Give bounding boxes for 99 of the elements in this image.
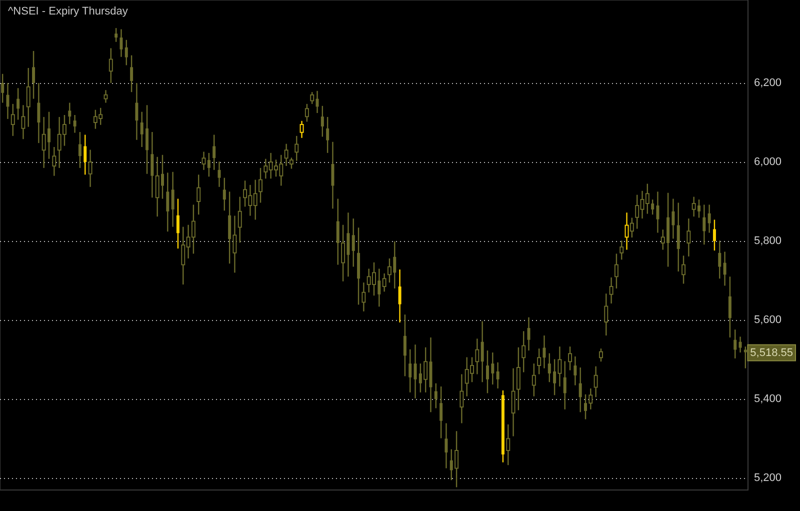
text: 5,518.55 xyxy=(750,346,794,359)
candlestick xyxy=(212,134,216,171)
candlestick xyxy=(728,276,732,338)
candlestick xyxy=(130,54,134,93)
candlestick xyxy=(120,28,123,58)
candlestick xyxy=(104,89,108,104)
candlestick xyxy=(289,157,294,170)
candlestick xyxy=(656,191,660,234)
candlestick xyxy=(166,172,170,232)
candlestick xyxy=(444,422,448,469)
candlestick xyxy=(496,362,500,390)
y-tick-label: 5,400 xyxy=(754,393,782,406)
candlestick xyxy=(238,196,242,244)
candlestick xyxy=(398,268,402,324)
y-tick-label: 5,600 xyxy=(754,314,782,326)
candlestick xyxy=(16,88,20,120)
candlestick xyxy=(320,105,324,138)
y-tick-label: 6,200 xyxy=(754,76,782,89)
candlestick xyxy=(708,204,711,234)
candlestick xyxy=(604,293,608,336)
candlestick xyxy=(124,39,128,66)
candlestick xyxy=(284,143,288,167)
candlestick xyxy=(37,82,40,144)
candlestick xyxy=(712,219,716,252)
candlestick xyxy=(135,82,138,140)
candlestick xyxy=(440,386,443,439)
candlestick xyxy=(516,346,520,411)
candlestick xyxy=(294,135,299,162)
candlestick xyxy=(326,116,330,154)
candlestick xyxy=(522,330,526,373)
candlestick xyxy=(352,218,355,268)
candlestick xyxy=(480,320,484,383)
candlestick xyxy=(26,67,30,128)
candlestick xyxy=(300,120,304,139)
candlestick xyxy=(84,134,87,176)
candlestick xyxy=(146,104,149,174)
candlestick xyxy=(140,111,144,148)
candlestick xyxy=(676,202,680,272)
candlestick xyxy=(78,131,82,169)
candlestick xyxy=(738,336,742,354)
candlestick xyxy=(734,328,737,360)
candlestick xyxy=(114,27,118,42)
candlestick xyxy=(686,218,691,258)
candlestick xyxy=(171,171,174,228)
candlestick xyxy=(475,338,480,375)
candlestick xyxy=(702,204,706,246)
candlestick xyxy=(682,255,686,284)
candlestick xyxy=(598,348,603,362)
candlestick xyxy=(176,198,180,250)
candlestick xyxy=(316,90,319,114)
candlestick xyxy=(68,102,72,125)
candlestick xyxy=(403,314,406,377)
candlestick xyxy=(578,366,582,413)
candlestick xyxy=(594,366,598,398)
candlestick xyxy=(382,272,386,292)
candlestick xyxy=(6,82,10,120)
candlestick xyxy=(672,198,675,240)
candlestick xyxy=(52,146,56,176)
candlestick xyxy=(1,73,4,104)
y-tick-label: 5,200 xyxy=(754,472,782,484)
candlestick xyxy=(511,368,516,437)
candlestick xyxy=(258,167,263,204)
candlestick xyxy=(10,103,15,137)
candlestick xyxy=(331,141,334,210)
candlestick xyxy=(362,282,366,312)
candlestick xyxy=(491,352,494,386)
candlestick xyxy=(744,346,747,369)
candlestick xyxy=(310,91,314,105)
candlestick xyxy=(32,50,36,100)
candlestick xyxy=(548,352,551,383)
candlestick xyxy=(486,350,489,394)
candlestick xyxy=(568,346,572,371)
candlestick xyxy=(723,251,726,286)
candlestick xyxy=(532,362,536,397)
candlestick xyxy=(414,344,417,399)
y-tick-label: 6,000 xyxy=(754,156,782,168)
candlestick xyxy=(218,161,221,188)
candlestick xyxy=(408,348,412,393)
candlestick xyxy=(620,240,624,260)
candlestick xyxy=(222,177,226,212)
candlestick xyxy=(108,48,113,84)
candlestick xyxy=(304,103,309,122)
candlestick xyxy=(537,348,542,375)
candlestick xyxy=(196,174,201,216)
candlestick xyxy=(88,149,92,188)
candlestick xyxy=(73,114,76,134)
candlestick xyxy=(506,424,510,466)
candlestick xyxy=(609,276,614,304)
candlestick xyxy=(460,374,464,424)
candlestick xyxy=(574,356,577,386)
candlestick xyxy=(718,240,722,280)
candlestick xyxy=(21,104,26,140)
chart-title: ^NSEI - Expiry Thursday xyxy=(8,6,128,18)
candlestick xyxy=(527,316,530,352)
candlestick xyxy=(150,131,154,198)
candlestick xyxy=(563,360,566,410)
candlestick xyxy=(434,382,438,409)
y-tick-label: 5,800 xyxy=(754,235,782,248)
candlestick xyxy=(614,253,618,290)
